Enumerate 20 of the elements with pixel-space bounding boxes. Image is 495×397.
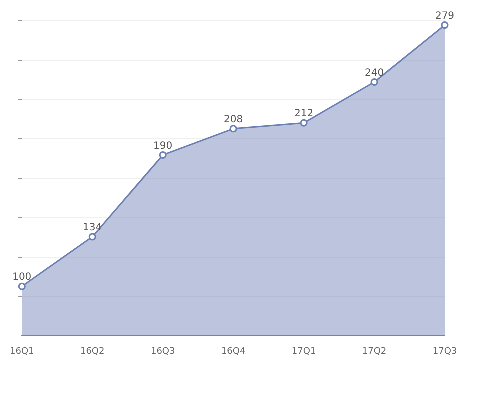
x-tick-label: 17Q1 [292,346,316,357]
x-tick-label: 17Q3 [432,346,458,357]
data-label: 279 [435,10,455,22]
point [88,233,96,241]
data-label: 190 [154,140,173,152]
x-tick-label: 16Q3 [150,346,176,357]
point [159,151,167,159]
data-label: 208 [224,114,244,126]
x-tick-label: 16Q4 [221,346,246,357]
data-label: 240 [364,68,384,79]
x-tick-label: 16Q1 [10,346,34,357]
point [230,125,238,133]
data-label: 212 [294,108,314,120]
point [300,119,308,127]
point [18,282,26,290]
point [370,78,378,86]
data-label: 100 [12,272,32,284]
x-tick-label: 17Q2 [362,346,387,357]
x-tick-label: 16Q2 [80,346,105,357]
point [441,22,449,30]
